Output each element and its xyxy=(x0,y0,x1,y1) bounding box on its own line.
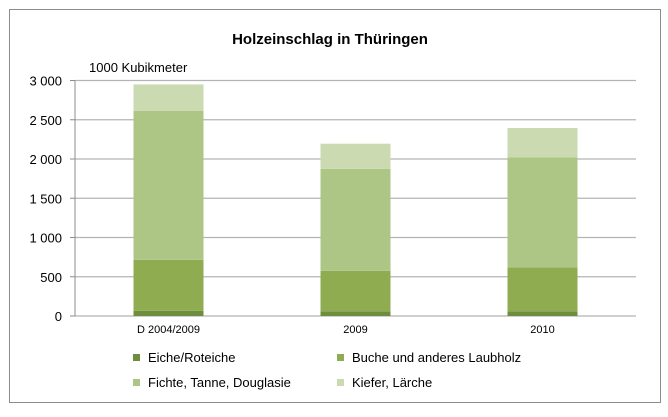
legend-label: Eiche/Roteiche xyxy=(148,350,235,365)
legend-swatch xyxy=(337,354,344,361)
y-tick-label: 3 000 xyxy=(29,74,62,89)
x-tick-label: 2009 xyxy=(343,324,367,336)
legend-swatch xyxy=(133,379,140,386)
x-tick-label: D 2004/2009 xyxy=(137,324,200,336)
legend-label: Kiefer, Lärche xyxy=(352,375,432,390)
legend-label: Fichte, Tanne, Douglasie xyxy=(148,375,291,390)
bar-segment xyxy=(507,311,578,316)
y-axis-label: 1000 Kubikmeter xyxy=(89,60,188,75)
y-tick-label: 500 xyxy=(40,270,62,285)
y-tick-label: 1 000 xyxy=(29,231,62,246)
bar-segment xyxy=(320,168,391,271)
y-tick-label: 2 000 xyxy=(29,152,62,167)
bar-segment xyxy=(507,267,578,312)
bar-segment xyxy=(133,110,204,260)
legend-label: Buche und anderes Laubholz xyxy=(352,350,521,365)
x-tick-label: 2010 xyxy=(530,324,554,336)
bar-segment xyxy=(320,143,391,169)
legend-swatch xyxy=(337,379,344,386)
bar-segment xyxy=(133,259,204,311)
bar-segment xyxy=(133,310,204,316)
bar-segment xyxy=(507,157,578,268)
chart-title: Holzeinschlag in Thüringen xyxy=(232,31,428,48)
y-tick-label: 1 500 xyxy=(29,191,62,206)
bar-segment xyxy=(133,84,204,111)
y-tick-label: 2 500 xyxy=(29,113,62,128)
bar-segment xyxy=(507,127,578,158)
bar-segment xyxy=(320,311,391,316)
y-tick-label: 0 xyxy=(55,309,62,324)
bar-segment xyxy=(320,270,391,312)
legend-swatch xyxy=(133,354,140,361)
